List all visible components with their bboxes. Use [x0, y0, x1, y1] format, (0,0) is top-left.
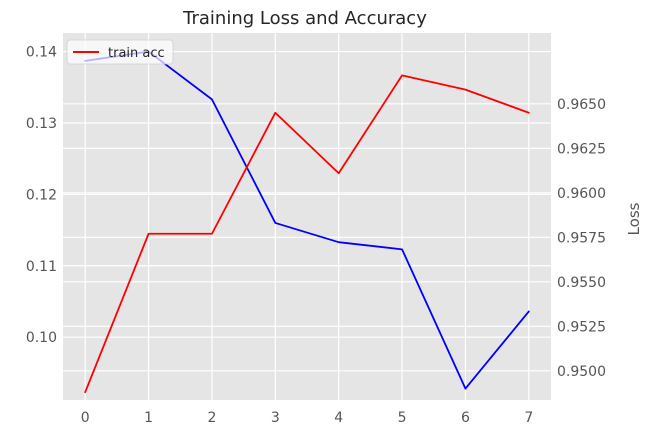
grid [63, 33, 551, 400]
x-tick-label: 1 [144, 410, 153, 426]
x-tick-label: 6 [461, 410, 470, 426]
chart-title: Training Loss and Accuracy [182, 8, 427, 29]
x-tick-label: 7 [524, 410, 533, 426]
right-tick-label: 0.9625 [557, 141, 606, 157]
x-tick-label: 5 [398, 410, 407, 426]
left-tick-label: 0.11 [26, 259, 57, 275]
x-axis: 0 1 2 3 4 5 6 7 [81, 410, 534, 426]
plot-background [63, 33, 551, 400]
right-tick-label: 0.9525 [557, 319, 606, 335]
x-tick-label: 4 [334, 410, 343, 426]
right-tick-label: 0.9550 [557, 275, 606, 291]
right-axis-label: Loss [625, 202, 643, 235]
left-axis: 0.10 0.11 0.12 0.13 0.14 [26, 45, 57, 347]
left-tick-label: 0.13 [26, 116, 57, 132]
legend: train acc [66, 39, 174, 65]
x-tick-label: 2 [207, 410, 216, 426]
legend-label-train-acc: train acc [108, 46, 165, 61]
right-tick-label: 0.9650 [557, 97, 606, 113]
x-tick-label: 0 [81, 410, 90, 426]
right-tick-label: 0.9500 [557, 364, 606, 380]
left-tick-label: 0.12 [26, 187, 57, 203]
x-tick-label: 3 [271, 410, 280, 426]
right-axis: 0.9500 0.9525 0.9550 0.9575 0.9600 0.9625 0.96… [557, 97, 606, 380]
series-line-train-acc [84, 74, 530, 394]
right-tick-label: 0.9575 [557, 230, 606, 246]
left-tick-label: 0.14 [26, 45, 57, 61]
left-tick-label: 0.10 [26, 330, 57, 346]
right-tick-label: 0.9600 [557, 186, 606, 202]
legend-box [66, 39, 174, 65]
